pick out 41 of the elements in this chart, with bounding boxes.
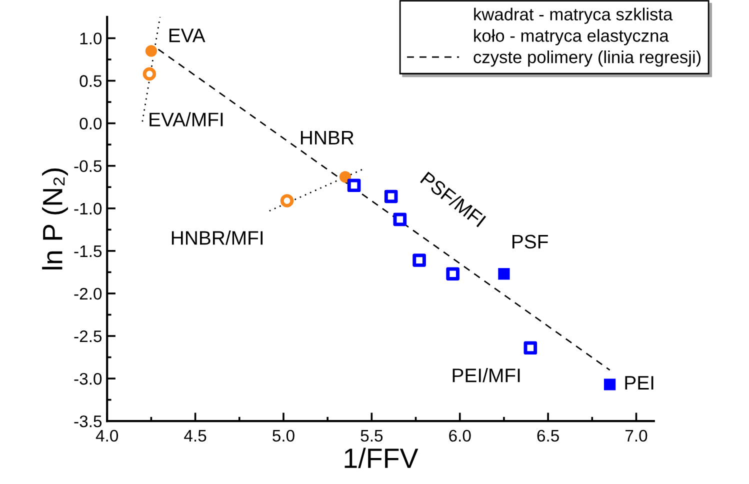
x-tick-label: 4.0 xyxy=(96,430,118,442)
x-tick-label: 6.0 xyxy=(449,430,471,442)
point xyxy=(446,267,460,281)
y-tick-label: -1.0 xyxy=(74,202,102,215)
annotation: HNBR/MFI xyxy=(172,230,263,245)
point xyxy=(393,212,407,226)
y-tick-label: 1.0 xyxy=(80,32,102,44)
annotation: HNBR xyxy=(300,131,354,144)
annotation: PEI xyxy=(625,376,654,390)
y-tick-label: 0.5 xyxy=(80,75,102,87)
y-tick-label: -0.5 xyxy=(74,160,102,172)
x-tick-label: 5.5 xyxy=(360,430,383,442)
point xyxy=(604,378,616,390)
annotation: PSF xyxy=(512,234,548,249)
legend-label: czyste polimery (linia regresji) xyxy=(474,50,701,67)
y-tick-label: -2.0 xyxy=(74,288,102,300)
point xyxy=(384,190,398,204)
y-axis-title: ln P (N₂) xyxy=(42,168,68,270)
point xyxy=(412,254,426,267)
point xyxy=(145,45,158,57)
y-tick-label: -2.5 xyxy=(74,330,102,342)
x-tick-label: 7.0 xyxy=(626,430,648,442)
point xyxy=(142,67,156,81)
annotation: PEI/MFI xyxy=(452,368,520,382)
annotation: EVA/MFI xyxy=(150,112,223,126)
x-tick-label: 6.5 xyxy=(537,430,559,442)
annotation: kwadrat - matryca szklista xyxy=(474,8,673,24)
y-tick-label: -3.5 xyxy=(74,415,102,428)
x-axis-title: 1/FFV xyxy=(344,448,418,468)
point xyxy=(524,341,538,355)
annotation: EVA xyxy=(169,28,206,42)
point xyxy=(347,178,361,192)
x-tick-label: 5.0 xyxy=(272,430,294,442)
annotation: koło - matryca elastyczna xyxy=(474,29,669,46)
y-tick-label: -3.0 xyxy=(74,372,102,385)
point xyxy=(280,194,294,208)
point xyxy=(339,171,352,183)
point xyxy=(498,268,510,280)
x-tick-label: 4.5 xyxy=(184,430,206,442)
y-tick-label: -1.5 xyxy=(74,245,102,258)
y-tick-label: 0.0 xyxy=(80,118,102,130)
